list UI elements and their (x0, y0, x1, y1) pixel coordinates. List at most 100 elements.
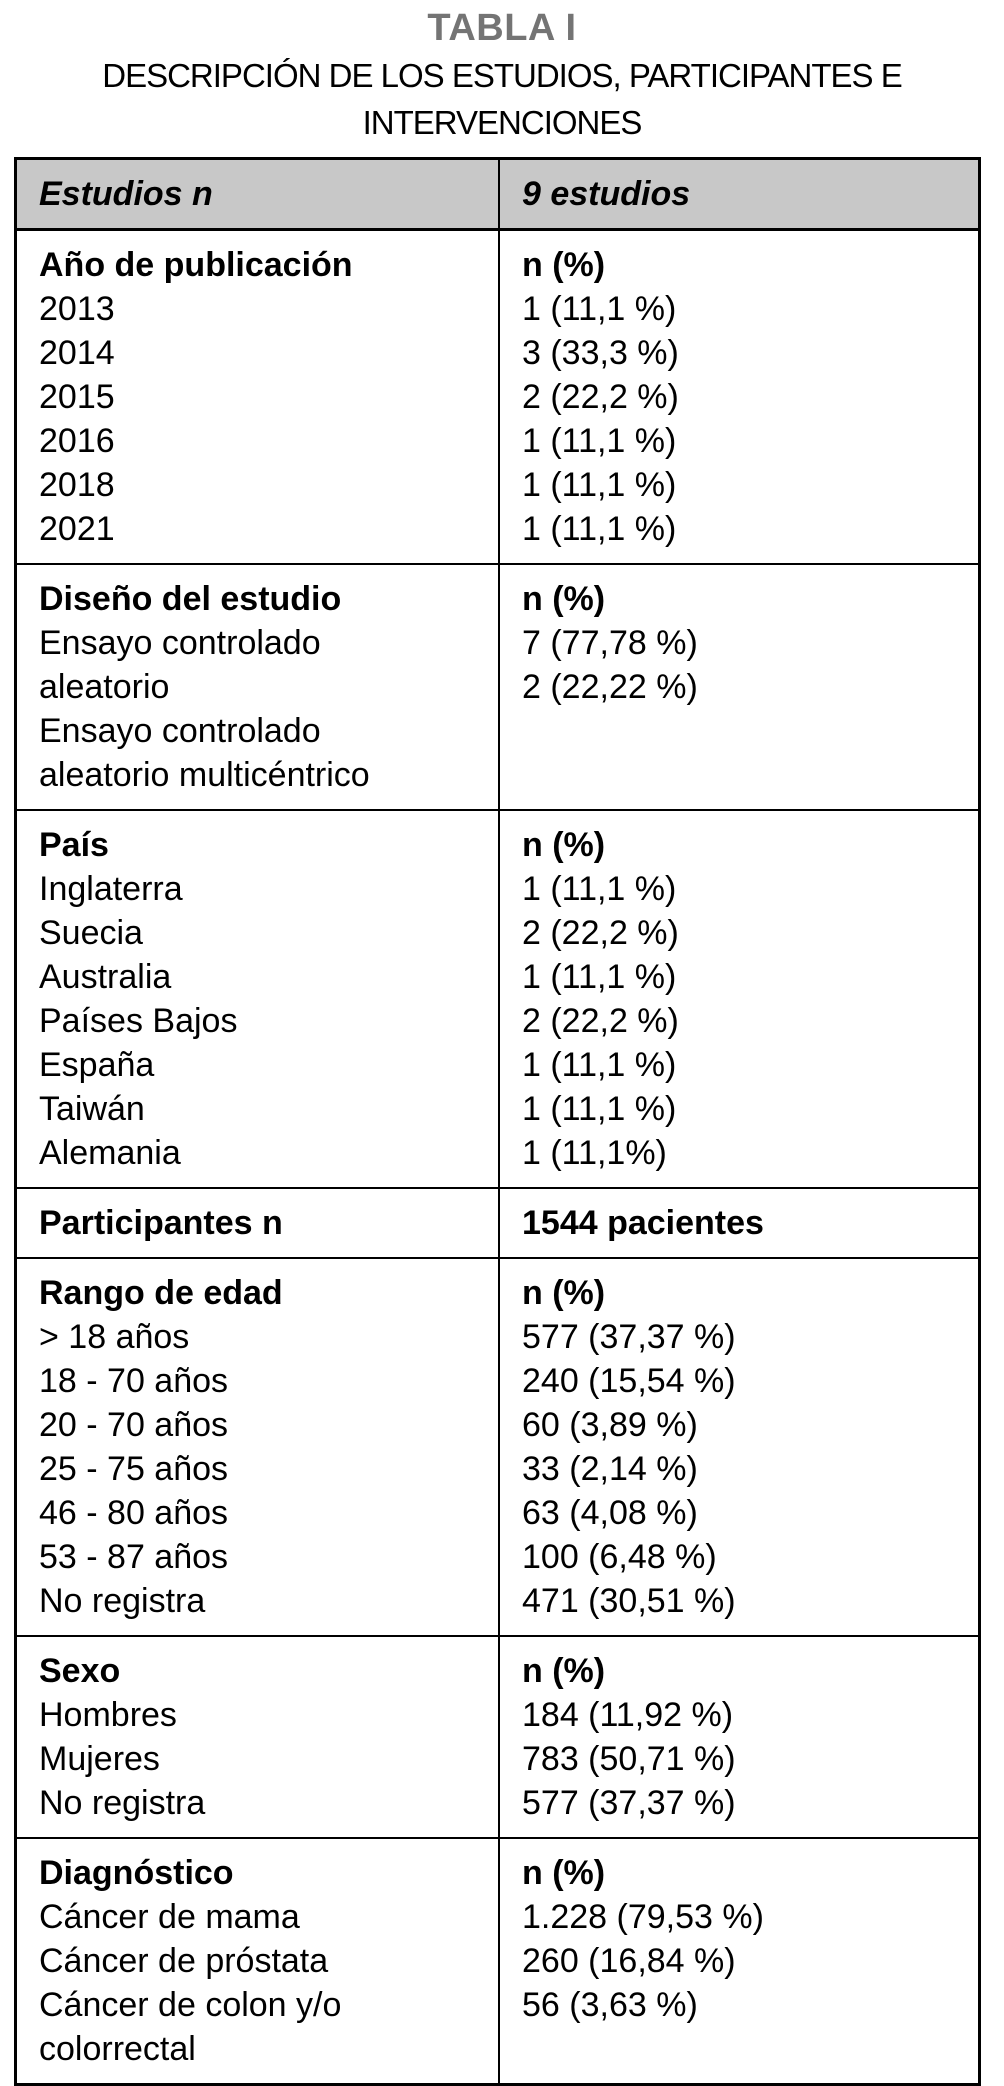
value-header: n (%) (522, 246, 606, 284)
row-value: 1.228 (79,53 %) (522, 1898, 764, 1936)
row-label: 46 - 80 años (39, 1494, 229, 1532)
column-header-value: 9 estudios (522, 175, 691, 213)
section-left-cell: Sexo Hombres Mujeres No registra (17, 1637, 500, 1837)
row-value: 577 (37,37 %) (522, 1784, 736, 1822)
table-section-diagnóstico: Diagnóstico Cáncer de mama Cáncer de próst… (17, 1839, 978, 2083)
row-label: 2015 (39, 378, 115, 416)
row-label: No registra (39, 1784, 206, 1822)
table-subtitle-line-1: DESCRIPCIÓN DE LOS ESTUDIOS, PARTICIPANT… (102, 57, 903, 94)
row-label: 2016 (39, 422, 115, 460)
section-left-cell: Diagnóstico Cáncer de mama Cáncer de próst… (17, 1839, 500, 2083)
table-section-rango-de-edad: Rango de edad > 18 años 18 - 70 años 20 - 7… (17, 1259, 978, 1637)
row-value: 100 (6,48 %) (522, 1538, 717, 1576)
value-header: n (%) (522, 580, 606, 618)
row-value: 2 (22,22 %) (522, 668, 698, 706)
row-value: 33 (2,14 %) (522, 1450, 698, 1488)
row-value: 184 (11,92 %) (522, 1696, 734, 1734)
section-right-cell: n (%) 577 (37,37 %) 240 (15,54 %) 60 (3,89 … (500, 1259, 978, 1635)
row-label: Alemania (39, 1134, 181, 1172)
section-right-cell: n (%) 1 (11,1 %) 2 (22,2 %) 1 (11,1 %) 2 (22… (500, 811, 978, 1187)
row-value: 1 (11,1 %) (522, 290, 677, 328)
column-header-estudios: Estudios n (17, 160, 500, 228)
section-right-cell: n (%) 184 (11,92 %) 783 (50,71 %) 577 (37,3… (500, 1637, 978, 1837)
row-value: 3 (33,3 %) (522, 334, 679, 372)
row-label: aleatorio (39, 668, 170, 706)
row-value: 471 (30,51 %) (522, 1582, 736, 1620)
row-label: > 18 años (39, 1318, 190, 1356)
row-label: Taiwán (39, 1090, 145, 1128)
section-left-cell: Año de publicación 2013 2014 2015 2016 2018 20… (17, 231, 500, 563)
row-label: 2018 (39, 466, 115, 504)
section-right-cell: 1544 pacientes (500, 1189, 978, 1257)
row-value: 56 (3,63 %) (522, 1986, 698, 2024)
row-label: Ensayo controlado (39, 712, 321, 750)
row-value: 260 (16,84 %) (522, 1942, 736, 1980)
row-label: Australia (39, 958, 172, 996)
value-header: n (%) (522, 1274, 606, 1312)
table-section-país: País Inglaterra Suecia Australia Países Bajo… (17, 811, 978, 1189)
section-left-cell: Rango de edad > 18 años 18 - 70 años 20 - 7… (17, 1259, 500, 1635)
row-label: Hombres (39, 1696, 177, 1734)
row-value: 1 (11,1%) (522, 1134, 667, 1172)
row-value: 60 (3,89 %) (522, 1406, 698, 1444)
row-label: 20 - 70 años (39, 1406, 229, 1444)
row-value: 63 (4,08 %) (522, 1494, 698, 1532)
table-section-participantes: Participantes n 1544 pacientes (17, 1189, 978, 1259)
row-value: 1 (11,1 %) (522, 870, 677, 908)
value-header: n (%) (522, 826, 606, 864)
section-right-cell: n (%) 1.228 (79,53 %) 260 (16,84 %) 56 (3,6… (500, 1839, 978, 2083)
row-label: 18 - 70 años (39, 1362, 229, 1400)
row-label: Países Bajos (39, 1002, 238, 1040)
section-right-cell: n (%) 7 (77,78 %) 2 (22,22 %) (500, 565, 978, 809)
section-label: Participantes n (39, 1204, 283, 1242)
row-value: 7 (77,78 %) (522, 624, 698, 662)
row-label: 2014 (39, 334, 115, 372)
value-header: n (%) (522, 1854, 606, 1892)
section-label: Rango de edad (39, 1274, 283, 1312)
row-label: 2013 (39, 290, 115, 328)
row-value: 2 (22,2 %) (522, 1002, 679, 1040)
section-label: País (39, 826, 109, 864)
row-label: colorrectal (39, 2030, 196, 2068)
section-label: Diagnóstico (39, 1854, 234, 1892)
studies-description-table: Estudios n 9 estudios Año de publicación… (14, 157, 981, 2086)
row-value: 240 (15,54 %) (522, 1362, 736, 1400)
value-header: n (%) (522, 1652, 606, 1690)
row-label: aleatorio multicéntrico (39, 756, 370, 794)
section-label: Diseño del estudio (39, 580, 342, 618)
row-label: Ensayo controlado (39, 624, 321, 662)
row-value: 577 (37,37 %) (522, 1318, 736, 1356)
table-subtitle-line-2: INTERVENCIONES (362, 104, 643, 141)
section-left-cell: Diseño del estudio Ensayo controlado aleat… (17, 565, 500, 809)
section-right-cell: n (%) 1 (11,1 %) 3 (33,3 %) 2 (22,2 %) 1 (11… (500, 231, 978, 563)
table-sections: Año de publicación 2013 2014 2015 2016 2018 20… (17, 231, 978, 2083)
section-left-cell: Participantes n (17, 1189, 500, 1257)
row-label: 53 - 87 años (39, 1538, 229, 1576)
table-caption: TABLA I DESCRIPCIÓN DE LOS ESTUDIOS, PAR… (0, 0, 1004, 146)
table-section-sexo: Sexo Hombres Mujeres No registra n (%) 184 (1… (17, 1637, 978, 1839)
table-section-año-de-publicación: Año de publicación 2013 2014 2015 2016 2018 20… (17, 231, 978, 565)
section-label: Sexo (39, 1652, 121, 1690)
row-value: 1 (11,1 %) (522, 422, 677, 460)
row-value: 783 (50,71 %) (522, 1740, 736, 1778)
row-value: 1 (11,1 %) (522, 1046, 677, 1084)
table-title: TABLA I (427, 7, 577, 49)
section-label: Año de publicación (39, 246, 353, 284)
row-value: 2 (22,2 %) (522, 378, 679, 416)
table-header-row: Estudios n 9 estudios (17, 160, 978, 231)
row-label: Suecia (39, 914, 143, 952)
row-label: España (39, 1046, 155, 1084)
row-value: 2 (22,2 %) (522, 914, 679, 952)
row-value: 1 (11,1 %) (522, 466, 677, 504)
row-value: 1 (11,1 %) (522, 1090, 677, 1128)
row-label: 2021 (39, 510, 115, 548)
row-label: Cáncer de próstata (39, 1942, 329, 1980)
row-label: 25 - 75 años (39, 1450, 229, 1488)
row-value: 1 (11,1 %) (522, 510, 677, 548)
value-header: 1544 pacientes (522, 1204, 764, 1242)
row-label: Inglaterra (39, 870, 183, 908)
row-value: 1 (11,1 %) (522, 958, 677, 996)
row-label: Mujeres (39, 1740, 160, 1778)
row-label: Cáncer de colon y/o (39, 1986, 342, 2024)
row-label: No registra (39, 1582, 206, 1620)
